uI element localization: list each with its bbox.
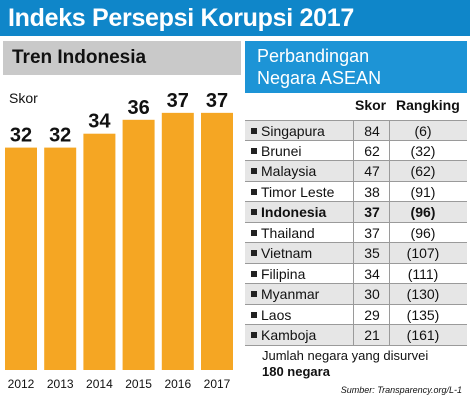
country-rank: (91) (410, 183, 436, 200)
x-tick-label: 2016 (164, 377, 191, 391)
bullet-icon (251, 188, 257, 195)
country-rank: (96) (410, 204, 436, 220)
country-rank: (6) (414, 123, 432, 139)
country-score: 84 (364, 123, 380, 139)
bar-2016 (161, 112, 194, 370)
table-row: Malaysia 47 (62) (245, 161, 467, 182)
country-score: 38 (364, 183, 380, 200)
country-score: 29 (364, 306, 380, 323)
bar-2013 (44, 147, 77, 370)
table-row: Timor Leste 38 (91) (245, 182, 467, 202)
country-score: 37 (364, 224, 380, 241)
country-score: 30 (364, 286, 380, 302)
x-tick-label: 2014 (86, 377, 113, 391)
country-score: 21 (364, 327, 380, 343)
bar-value-label: 37 (206, 90, 228, 112)
country-rank: (62) (410, 163, 436, 179)
country-rank: (96) (410, 224, 436, 241)
bullet-icon (251, 128, 257, 134)
bar-2012 (5, 147, 37, 370)
country-score: 37 (364, 204, 380, 220)
survey-note-line1: Jumlah negara yang disurvei (262, 348, 429, 363)
country-name: Laos (261, 306, 292, 323)
survey-note-count: 180 negara (262, 364, 330, 379)
table-row: Indonesia 37 (96) (245, 202, 467, 223)
country-rank: (135) (406, 306, 440, 323)
country-name: Timor Leste (261, 183, 335, 200)
page-title: Indeks Persepsi Korupsi 2017 (0, 0, 470, 36)
bullet-icon (251, 250, 257, 256)
country-name: Thailand (261, 224, 315, 241)
country-score: 62 (364, 142, 380, 159)
country-name: Brunei (261, 142, 302, 159)
bullet-icon (251, 311, 257, 318)
table-divider (353, 120, 354, 346)
bar-value-label: 36 (127, 97, 149, 119)
bullet-icon (251, 168, 257, 174)
table-row: Laos 29 (135) (245, 305, 467, 325)
country-rank: (161) (406, 327, 440, 343)
country-name: Myanmar (261, 286, 320, 302)
bar-value-label: 32 (49, 125, 71, 147)
table-divider (389, 120, 390, 346)
country-name: Vietnam (261, 245, 313, 261)
bullet-icon (251, 270, 257, 277)
bar-2015 (122, 119, 155, 370)
source-credit: Sumber: Transparency.org/L-1 (340, 385, 462, 395)
country-rank: (111) (407, 265, 439, 282)
x-tick-label: 2013 (47, 377, 74, 391)
x-tick-label: 2015 (125, 377, 152, 391)
table-row: Singapura 84 (6) (245, 120, 467, 141)
bar-value-label: 32 (10, 125, 32, 147)
bar-2014 (83, 133, 116, 370)
table-heading: Perbandingan Negara ASEAN (245, 41, 467, 93)
x-tick-label: 2017 (204, 377, 231, 391)
country-name: Filipina (261, 265, 306, 282)
bar-value-label: 37 (167, 90, 189, 112)
country-rank: (130) (406, 286, 440, 302)
table-row: Myanmar 30 (130) (245, 284, 467, 305)
bar-2017 (201, 112, 233, 370)
country-name: Singapura (261, 123, 325, 139)
country-name: Indonesia (261, 204, 327, 220)
bar-chart: 32 2012 32 2013 34 2014 36 2015 37 2016 37 2017 (5, 90, 233, 391)
bullet-icon (251, 209, 257, 215)
y-axis-label: Skor (9, 90, 38, 106)
country-rank: (32) (410, 142, 436, 159)
asean-table: Singapura 84 (6) Brunei 62 (32) Malaysia 47 (62)… (245, 120, 467, 346)
x-tick-label: 2012 (8, 377, 35, 391)
bullet-icon (251, 147, 257, 154)
table-row: Brunei 62 (32) (245, 141, 467, 161)
country-score: 35 (364, 245, 380, 261)
country-rank: (107) (406, 245, 440, 261)
table-heading-line2: Negara ASEAN (257, 68, 382, 88)
bar-value-label: 34 (88, 111, 111, 133)
table-row: Filipina 34 (111) (245, 264, 467, 284)
column-header-score: Skor (355, 97, 387, 113)
table-row: Kamboja 21 (161) (245, 325, 467, 346)
table-heading-line1: Perbandingan (257, 46, 370, 66)
bullet-icon (251, 332, 257, 338)
country-name: Malaysia (261, 163, 317, 179)
bullet-icon (251, 291, 257, 297)
table-row: Vietnam 35 (107) (245, 243, 467, 264)
country-score: 47 (364, 163, 380, 179)
survey-note: Jumlah negara yang disurvei 180 negara (262, 348, 428, 380)
chart-heading: Tren Indonesia (3, 41, 241, 75)
country-name: Kamboja (261, 327, 317, 343)
column-header-rank: Rangking (396, 97, 460, 113)
table-row: Thailand 37 (96) (245, 223, 467, 243)
country-score: 34 (364, 265, 380, 282)
bullet-icon (251, 229, 257, 236)
